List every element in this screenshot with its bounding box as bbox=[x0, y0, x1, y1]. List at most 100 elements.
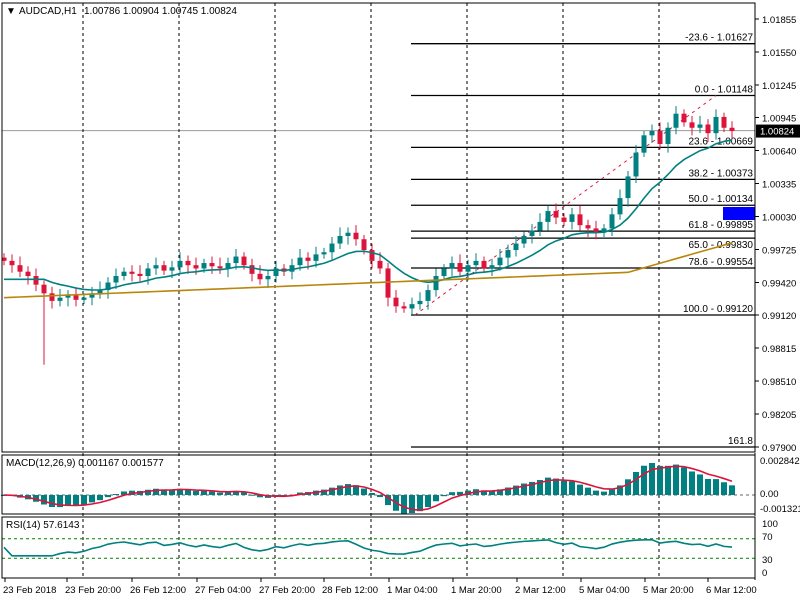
candle-body bbox=[369, 250, 375, 261]
macd-bar bbox=[705, 478, 711, 495]
candle-body bbox=[193, 265, 199, 269]
candle-body bbox=[49, 293, 55, 301]
candle-body bbox=[65, 295, 71, 298]
candle-body bbox=[681, 113, 687, 123]
macd-bar bbox=[673, 464, 679, 495]
candle-body bbox=[145, 268, 151, 277]
macd-bar bbox=[417, 495, 423, 512]
macd-bar bbox=[57, 495, 63, 508]
macd-bar bbox=[689, 471, 695, 495]
fib-level-label: 100.0 - 0.99120 bbox=[683, 304, 753, 315]
candle-body bbox=[361, 239, 367, 251]
candle-body bbox=[553, 211, 559, 218]
macd-bar bbox=[153, 488, 159, 495]
panel-frame bbox=[1, 2, 756, 453]
macd-bar bbox=[505, 487, 511, 495]
price-tick-label: 0.97900 bbox=[762, 443, 796, 454]
time-tick-label: 6 Mar 12:00 bbox=[706, 585, 757, 596]
macd-bar bbox=[425, 495, 431, 508]
candle-body bbox=[113, 276, 119, 283]
candle-body bbox=[585, 225, 591, 229]
candle-body bbox=[617, 198, 623, 215]
macd-bar bbox=[585, 487, 591, 495]
candle-body bbox=[89, 293, 95, 298]
candle-body bbox=[705, 124, 711, 134]
fib-level-label: 161.8 bbox=[728, 436, 753, 447]
macd-bar bbox=[329, 487, 335, 495]
macd-bar bbox=[617, 485, 623, 495]
candle-body bbox=[305, 257, 311, 261]
macd-bar bbox=[73, 495, 79, 506]
dropdown-triangle-icon[interactable]: ▼ bbox=[6, 6, 16, 17]
price-tick-label: 1.01855 bbox=[762, 15, 796, 26]
macd-bar bbox=[489, 490, 495, 495]
grid bbox=[2, 3, 755, 578]
macd-bar bbox=[321, 489, 327, 495]
macd-bar bbox=[577, 484, 583, 495]
ma-fast-line bbox=[4, 139, 733, 291]
moving-averages bbox=[3, 139, 733, 299]
macd-bar bbox=[217, 492, 223, 495]
candle-body bbox=[97, 290, 103, 294]
candle-body bbox=[673, 113, 679, 128]
candle-body bbox=[505, 250, 511, 258]
macd-axis-label: -0.001321 bbox=[760, 504, 800, 515]
candle-body bbox=[329, 243, 335, 253]
macd-bar bbox=[433, 495, 439, 502]
candle-body bbox=[561, 217, 567, 222]
candle-body bbox=[337, 235, 343, 244]
candle-body bbox=[353, 232, 359, 240]
candle-body bbox=[609, 214, 615, 229]
price-tick-label: 1.00030 bbox=[762, 212, 796, 223]
macd-bar bbox=[729, 485, 735, 495]
macd-bar bbox=[529, 481, 535, 495]
macd-bar bbox=[537, 480, 543, 495]
candle-body bbox=[249, 265, 255, 274]
candle-body bbox=[297, 257, 303, 266]
candle-body bbox=[537, 221, 543, 231]
fib-level-label: 38.2 - 1.00373 bbox=[689, 168, 754, 179]
candle-body bbox=[25, 271, 31, 277]
candle-body bbox=[41, 284, 47, 294]
candle-body bbox=[81, 297, 87, 300]
macd-bar bbox=[41, 495, 47, 505]
candle-body bbox=[409, 304, 415, 309]
time-tick-label: 1 Mar 20:00 bbox=[451, 585, 502, 596]
macd-axis-label: 0.002842 bbox=[760, 456, 800, 467]
candle-body bbox=[313, 254, 319, 261]
price-tick-label: 1.01550 bbox=[762, 48, 796, 59]
rsi-axis-label: 70 bbox=[762, 532, 773, 543]
current-price-label: 1.00824 bbox=[760, 127, 794, 138]
candle-body bbox=[425, 290, 431, 301]
macd-bar bbox=[145, 489, 151, 495]
candle-body bbox=[689, 122, 695, 128]
blue-rectangle bbox=[723, 207, 755, 220]
candle-body bbox=[225, 263, 231, 269]
macd-bar bbox=[633, 472, 639, 495]
macd-bar bbox=[201, 490, 207, 495]
macd-bar bbox=[641, 465, 647, 495]
candle-body bbox=[417, 300, 423, 305]
candle-body bbox=[129, 271, 135, 274]
macd-bar bbox=[113, 494, 119, 496]
macd-bar bbox=[249, 494, 255, 496]
candle-body bbox=[121, 271, 127, 277]
candle-body bbox=[625, 176, 631, 199]
candle-body bbox=[657, 131, 663, 144]
candle-body bbox=[601, 228, 607, 233]
macd-bar bbox=[681, 467, 687, 495]
candle-body bbox=[289, 265, 295, 272]
fib-level-label: -23.6 - 1.01627 bbox=[685, 33, 753, 44]
time-tick-label: 23 Feb 2018 bbox=[3, 585, 56, 596]
macd-bar bbox=[377, 495, 383, 498]
macd-bar bbox=[241, 492, 247, 495]
price-tick-label: 1.00945 bbox=[762, 113, 796, 124]
macd-bar bbox=[257, 495, 263, 498]
candle-body bbox=[713, 116, 719, 134]
candle-body bbox=[465, 265, 471, 272]
candle-body bbox=[217, 266, 223, 269]
candle-body bbox=[9, 260, 15, 266]
